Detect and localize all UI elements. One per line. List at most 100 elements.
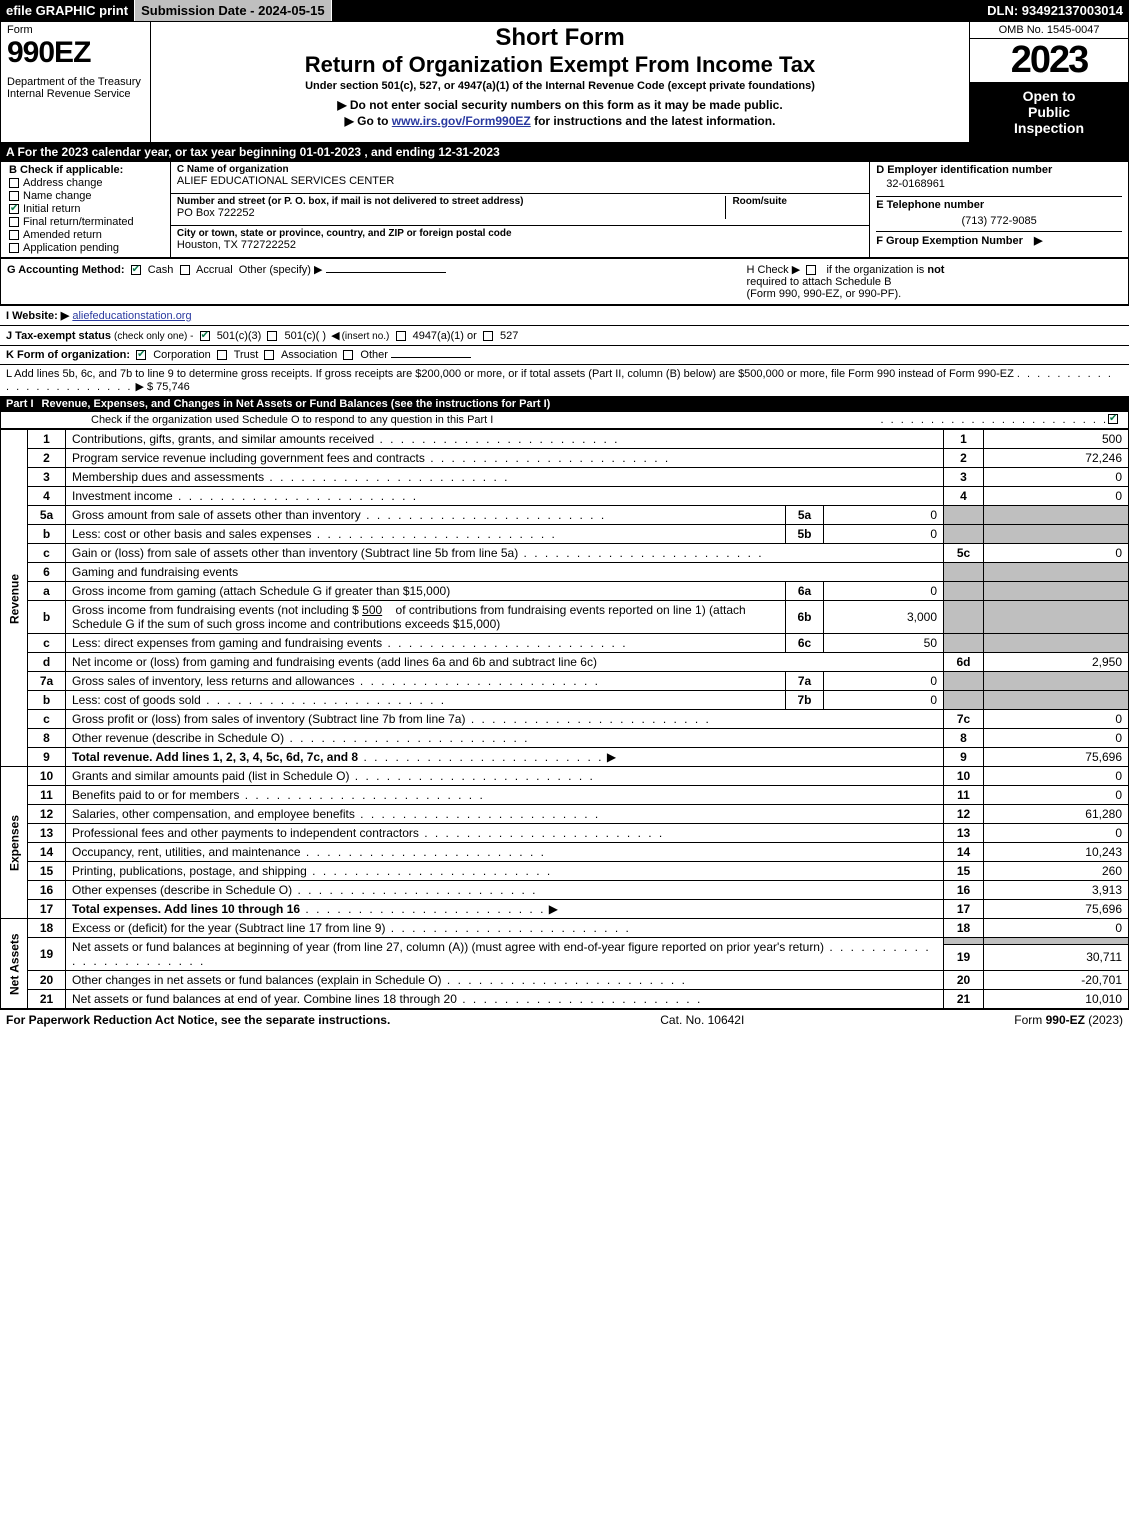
l7b-ia: 0 bbox=[824, 691, 944, 710]
l15-ln: 15 bbox=[944, 862, 984, 881]
l6a-iln: 6a bbox=[786, 582, 824, 601]
l4-ln: 4 bbox=[944, 487, 984, 506]
k-label: K Form of organization: bbox=[6, 349, 130, 361]
h-text3: required to attach Schedule B bbox=[747, 276, 892, 288]
l6c-iln: 6c bbox=[786, 634, 824, 653]
l7c-ln: 7c bbox=[944, 710, 984, 729]
l5a-num: 5a bbox=[28, 506, 66, 525]
cb-application-pending[interactable]: Application pending bbox=[9, 242, 162, 254]
l7b-desc: Less: cost of goods sold bbox=[72, 693, 201, 707]
l12-num: 12 bbox=[28, 805, 66, 824]
l4-desc: Investment income bbox=[72, 489, 173, 503]
gh-table: G Accounting Method: Cash Accrual Other … bbox=[0, 258, 1129, 305]
l7c-amt: 0 bbox=[984, 710, 1129, 729]
cb-cash[interactable] bbox=[131, 265, 141, 275]
l6b-ia: 3,000 bbox=[824, 601, 944, 634]
cb-association[interactable] bbox=[264, 350, 274, 360]
l5b-num: b bbox=[28, 525, 66, 544]
cb-corporation[interactable] bbox=[136, 350, 146, 360]
l6b-contrib-amt: 500 bbox=[362, 603, 382, 617]
tax-year: 2023 bbox=[970, 39, 1128, 82]
l15-num: 15 bbox=[28, 862, 66, 881]
l6-num: 6 bbox=[28, 563, 66, 582]
l13-num: 13 bbox=[28, 824, 66, 843]
dept-irs: Internal Revenue Service bbox=[7, 88, 144, 100]
insert-arrow bbox=[329, 330, 341, 342]
city: Houston, TX 772722252 bbox=[177, 239, 863, 251]
l2-amt: 72,246 bbox=[984, 449, 1129, 468]
bcd-table: B Check if applicable: Address change Na… bbox=[0, 161, 1129, 258]
cb-amended-return[interactable]: Amended return bbox=[9, 229, 162, 241]
l3-ln: 3 bbox=[944, 468, 984, 487]
i-label: I Website: ▶ bbox=[6, 310, 69, 322]
l5a-iln: 5a bbox=[786, 506, 824, 525]
cb-4947[interactable] bbox=[396, 331, 406, 341]
cb-other-org[interactable] bbox=[343, 350, 353, 360]
4947-label: 4947(a)(1) or bbox=[413, 330, 477, 342]
l17-desc: Total expenses. Add lines 10 through 16 bbox=[72, 902, 300, 916]
l6d-ln: 6d bbox=[944, 653, 984, 672]
l3-desc: Membership dues and assessments bbox=[72, 470, 264, 484]
l7a-desc: Gross sales of inventory, less returns a… bbox=[72, 674, 355, 688]
l7a-num: 7a bbox=[28, 672, 66, 691]
l7a-ia: 0 bbox=[824, 672, 944, 691]
cb-application-pending-label: Application pending bbox=[23, 242, 119, 254]
l5a-ia: 0 bbox=[824, 506, 944, 525]
l19-amt: 30,711 bbox=[984, 944, 1129, 970]
l20-desc: Other changes in net assets or fund bala… bbox=[72, 973, 442, 987]
l1-ln: 1 bbox=[944, 430, 984, 449]
l11-num: 11 bbox=[28, 786, 66, 805]
goto-line: ▶ Go to www.irs.gov/Form990EZ for instru… bbox=[157, 114, 963, 128]
l17-ln: 17 bbox=[944, 900, 984, 919]
l6c-desc: Less: direct expenses from gaming and fu… bbox=[72, 636, 382, 650]
cb-schedule-o[interactable] bbox=[1108, 414, 1118, 424]
cb-schedule-b[interactable] bbox=[806, 265, 816, 275]
cb-final-return-label: Final return/terminated bbox=[23, 216, 134, 228]
l10-desc: Grants and similar amounts paid (list in… bbox=[72, 769, 349, 783]
cb-name-change[interactable]: Name change bbox=[9, 190, 162, 202]
l5a-desc: Gross amount from sale of assets other t… bbox=[72, 508, 361, 522]
cb-initial-return[interactable]: Initial return bbox=[9, 203, 162, 215]
l1-num: 1 bbox=[28, 430, 66, 449]
open2: Public bbox=[974, 104, 1124, 120]
cb-527[interactable] bbox=[483, 331, 493, 341]
other-blank[interactable] bbox=[326, 272, 446, 273]
b-header: B Check if applicable: bbox=[9, 164, 162, 176]
l6b-num: b bbox=[28, 601, 66, 634]
cb-trust[interactable] bbox=[217, 350, 227, 360]
website-link[interactable]: aliefeducationstation.org bbox=[72, 310, 191, 322]
l7b-iln: 7b bbox=[786, 691, 824, 710]
l7a-iln: 7a bbox=[786, 672, 824, 691]
telephone: (713) 772-9085 bbox=[876, 211, 1122, 231]
efile-link[interactable]: efile GRAPHIC print bbox=[0, 0, 135, 21]
527-label: 527 bbox=[500, 330, 518, 342]
cb-amended-return-label: Amended return bbox=[23, 229, 102, 241]
other-org-blank[interactable] bbox=[391, 357, 471, 358]
part-i-header: Part I Revenue, Expenses, and Changes in… bbox=[0, 396, 1129, 412]
l3-amt: 0 bbox=[984, 468, 1129, 487]
l18-amt: 0 bbox=[984, 919, 1129, 938]
footer-left: For Paperwork Reduction Act Notice, see … bbox=[6, 1013, 390, 1027]
l16-amt: 3,913 bbox=[984, 881, 1129, 900]
cash-label: Cash bbox=[148, 264, 174, 276]
cb-accrual[interactable] bbox=[180, 265, 190, 275]
l14-desc: Occupancy, rent, utilities, and maintena… bbox=[72, 845, 301, 859]
revenue-section-label: Revenue bbox=[1, 430, 28, 767]
expenses-section-label: Expenses bbox=[1, 767, 28, 919]
cb-address-change[interactable]: Address change bbox=[9, 177, 162, 189]
cb-501c3[interactable] bbox=[200, 331, 210, 341]
irs-link[interactable]: www.irs.gov/Form990EZ bbox=[392, 114, 531, 128]
l20-num: 20 bbox=[28, 971, 66, 990]
l20-ln: 20 bbox=[944, 971, 984, 990]
501c3-label: 501(c)(3) bbox=[217, 330, 262, 342]
l21-amt: 10,010 bbox=[984, 990, 1129, 1009]
open1: Open to bbox=[974, 88, 1124, 104]
cb-501c[interactable] bbox=[267, 331, 277, 341]
l7c-desc: Gross profit or (loss) from sales of inv… bbox=[72, 712, 465, 726]
part-i-check: Check if the organization used Schedule … bbox=[0, 412, 1129, 429]
footer-cat: Cat. No. 10642I bbox=[660, 1013, 744, 1027]
l5c-desc: Gain or (loss) from sale of assets other… bbox=[72, 546, 518, 560]
l2-num: 2 bbox=[28, 449, 66, 468]
cb-final-return[interactable]: Final return/terminated bbox=[9, 216, 162, 228]
l8-desc: Other revenue (describe in Schedule O) bbox=[72, 731, 284, 745]
